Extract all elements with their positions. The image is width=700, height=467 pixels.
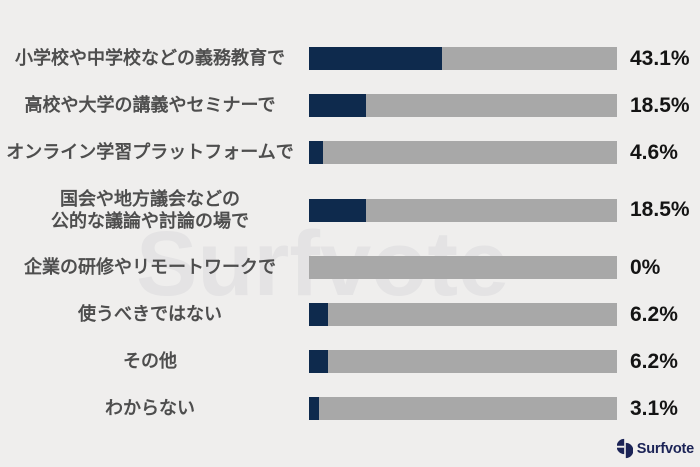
- bar-track: [309, 397, 617, 420]
- category-label: その他: [123, 351, 177, 372]
- bar-track: [309, 47, 617, 70]
- bar-fill: [309, 94, 366, 117]
- value-label: 43.1%: [630, 46, 690, 70]
- bar-track: [309, 256, 617, 279]
- bar-row: わからない 3.1%: [0, 385, 700, 432]
- bar-row: 使うべきではない 6.2%: [0, 291, 700, 338]
- bar-row: 国会や地方議会などの 公的な議論や討論の場で 18.5%: [0, 176, 700, 244]
- bar-track: [309, 303, 617, 326]
- surfvote-logo: Surfvote: [616, 438, 694, 459]
- bar-row: 企業の研修やリモートワークで 0%: [0, 244, 700, 291]
- bar-track: [309, 198, 617, 222]
- surfvote-logo-icon: [616, 438, 633, 459]
- bar-fill: [309, 303, 329, 326]
- bar-chart: 小学校や中学校などの義務教育で 43.1% 高校や大学の講義やセミナーで 18.…: [0, 35, 700, 432]
- bar-track: [309, 94, 617, 117]
- value-label: 6.2%: [630, 302, 678, 326]
- category-label: 高校や大学の講義やセミナーで: [24, 95, 276, 116]
- value-label: 6.2%: [630, 349, 678, 373]
- bar-fill: [309, 397, 319, 420]
- bar-row: 高校や大学の講義やセミナーで 18.5%: [0, 82, 700, 129]
- category-label: 小学校や中学校などの義務教育で: [15, 48, 285, 69]
- surfvote-logo-text: Surfvote: [636, 440, 694, 457]
- category-label: 使うべきではない: [78, 304, 222, 325]
- bar-fill: [309, 350, 329, 373]
- bar-track: [309, 350, 617, 373]
- bar-fill: [309, 198, 366, 222]
- category-label: わからない: [105, 398, 195, 419]
- bar-row: 小学校や中学校などの義務教育で 43.1%: [0, 35, 700, 82]
- value-label: 0%: [630, 255, 661, 279]
- value-label: 3.1%: [630, 396, 678, 420]
- category-label: 企業の研修やリモートワークで: [24, 257, 276, 278]
- bar-fill: [309, 47, 442, 70]
- value-label: 18.5%: [630, 93, 690, 117]
- category-label: オンライン学習プラットフォームで: [6, 142, 294, 163]
- value-label: 4.6%: [630, 140, 678, 164]
- category-label: 国会や地方議会などの 公的な議論や討論の場で: [51, 188, 249, 232]
- bar-track: [309, 141, 617, 164]
- value-label: 18.5%: [630, 198, 690, 221]
- bar-row: オンライン学習プラットフォームで 4.6%: [0, 129, 700, 176]
- bar-fill: [309, 141, 324, 164]
- bar-row: その他 6.2%: [0, 338, 700, 385]
